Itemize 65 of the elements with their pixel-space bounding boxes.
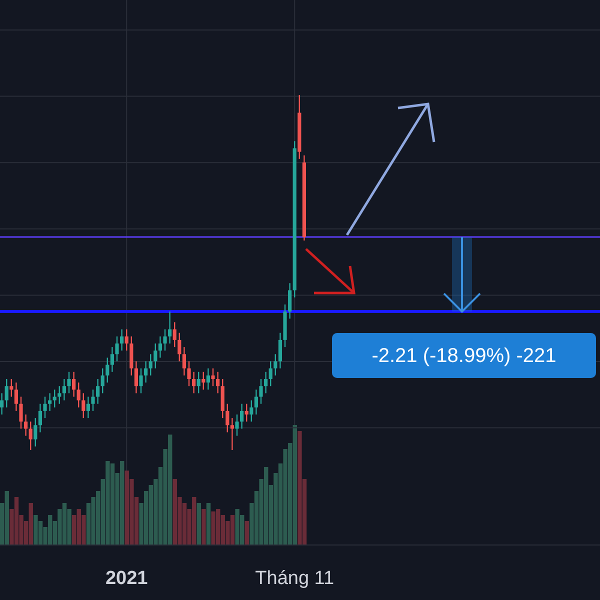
candlestick xyxy=(250,400,254,422)
candlestick xyxy=(259,378,263,404)
candlestick xyxy=(48,392,52,412)
candlestick xyxy=(115,336,119,362)
candlestick xyxy=(76,382,80,408)
candlestick xyxy=(144,360,148,384)
candlestick xyxy=(148,354,152,376)
candlestick xyxy=(196,371,200,394)
candlestick xyxy=(187,360,191,387)
candlestick xyxy=(134,360,138,394)
candlestick xyxy=(244,403,248,422)
candlestick xyxy=(163,328,167,352)
candlestick xyxy=(91,389,95,412)
candlestick xyxy=(206,368,210,390)
candlestick xyxy=(106,357,110,384)
candlestick xyxy=(230,417,234,451)
candlestick xyxy=(240,403,244,430)
candlestick xyxy=(124,328,128,352)
candlestick xyxy=(168,310,172,344)
candlestick xyxy=(235,414,239,436)
bar xyxy=(244,521,249,545)
candlestick xyxy=(274,354,278,376)
candlestick xyxy=(172,322,176,348)
bar xyxy=(196,503,201,545)
candlestick xyxy=(10,378,14,398)
candlestick xyxy=(192,371,196,394)
candlestick xyxy=(38,403,42,433)
candlestick xyxy=(139,368,143,394)
candlestick xyxy=(110,346,114,372)
candlestick xyxy=(19,396,23,430)
candlestick xyxy=(28,421,32,451)
text: -2.21 (-18.99%) -221 xyxy=(372,345,556,367)
bar xyxy=(202,509,206,545)
candlestick xyxy=(62,378,66,401)
candlestick xyxy=(178,332,182,362)
candlestick xyxy=(158,336,162,358)
candlestick xyxy=(24,414,28,436)
candlestick xyxy=(96,378,100,404)
candlestick xyxy=(120,328,124,352)
candlestick xyxy=(58,386,62,404)
candlestick xyxy=(278,332,282,369)
candlestick xyxy=(14,382,18,412)
candlestick xyxy=(0,392,4,416)
candlestick xyxy=(202,371,206,390)
x-tick-label: Tháng 11 xyxy=(255,568,334,589)
candlestick xyxy=(52,389,56,408)
candlestick xyxy=(254,389,258,416)
candlestick xyxy=(72,371,76,398)
candlestick xyxy=(211,368,215,387)
candlestick xyxy=(268,360,272,387)
candlestick xyxy=(82,392,86,419)
candlestick xyxy=(43,396,47,419)
x-tick-label: 2021 xyxy=(105,568,148,589)
bar xyxy=(206,503,211,545)
candlestick xyxy=(100,368,104,394)
candlestick xyxy=(288,282,292,320)
candlestick xyxy=(216,371,220,394)
candlestick xyxy=(4,378,8,408)
candlestick xyxy=(86,396,90,419)
candlestick xyxy=(226,403,230,433)
candlestick xyxy=(67,371,71,394)
candlestick xyxy=(34,417,38,448)
candlestick xyxy=(182,346,186,376)
candlestick xyxy=(154,342,158,369)
candlestick xyxy=(264,371,268,394)
